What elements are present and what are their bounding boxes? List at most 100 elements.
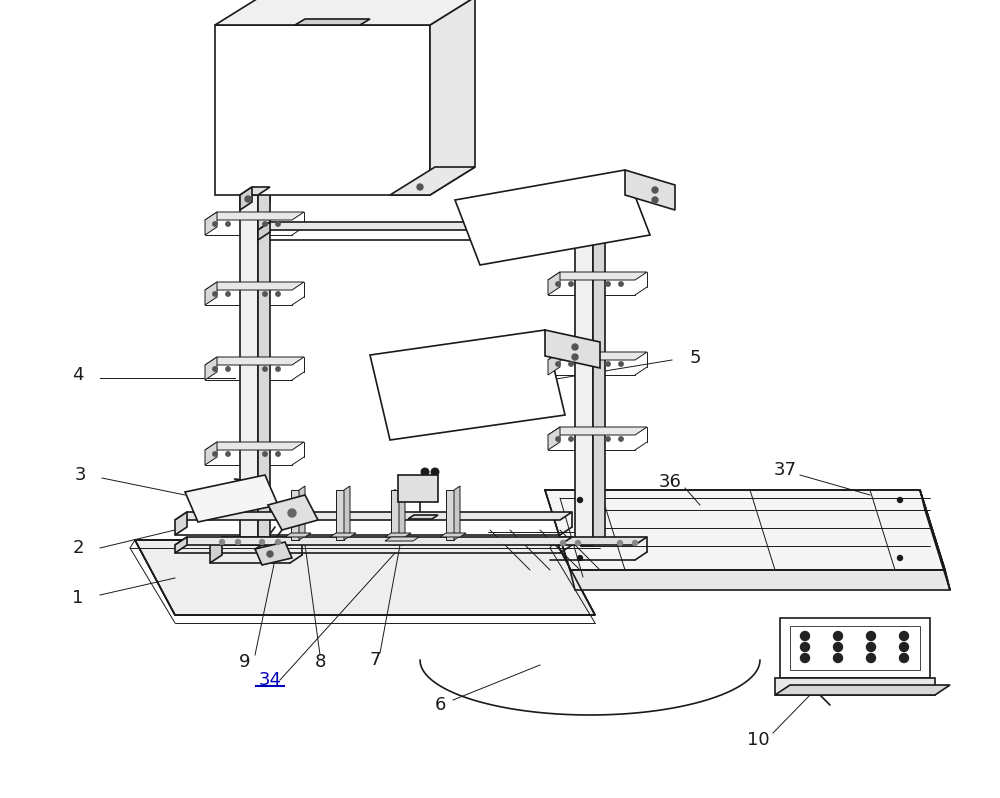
Polygon shape xyxy=(548,272,647,280)
Circle shape xyxy=(260,539,264,544)
Polygon shape xyxy=(175,512,572,520)
Circle shape xyxy=(834,642,842,651)
Polygon shape xyxy=(446,490,454,540)
Circle shape xyxy=(213,452,217,456)
Polygon shape xyxy=(205,357,217,380)
Polygon shape xyxy=(240,187,252,210)
Circle shape xyxy=(213,292,217,296)
Circle shape xyxy=(800,631,810,641)
Circle shape xyxy=(276,452,280,456)
Circle shape xyxy=(267,551,273,557)
Polygon shape xyxy=(455,170,650,265)
Polygon shape xyxy=(575,195,593,545)
Polygon shape xyxy=(408,515,438,519)
Polygon shape xyxy=(391,490,399,540)
Circle shape xyxy=(560,540,566,546)
Polygon shape xyxy=(550,537,647,545)
Circle shape xyxy=(226,452,230,456)
Circle shape xyxy=(606,282,610,286)
Polygon shape xyxy=(344,486,350,540)
Text: 8: 8 xyxy=(314,653,326,671)
Circle shape xyxy=(431,468,439,476)
Text: 3: 3 xyxy=(74,466,86,484)
Circle shape xyxy=(276,367,280,371)
Text: 5: 5 xyxy=(689,349,701,367)
Polygon shape xyxy=(285,533,311,537)
Polygon shape xyxy=(593,187,605,545)
Polygon shape xyxy=(330,533,356,537)
Polygon shape xyxy=(390,167,475,195)
Circle shape xyxy=(556,437,560,441)
Circle shape xyxy=(900,631,908,641)
Polygon shape xyxy=(215,25,430,195)
Polygon shape xyxy=(205,442,217,465)
Circle shape xyxy=(619,437,623,441)
Circle shape xyxy=(652,197,658,203)
Circle shape xyxy=(578,555,582,560)
Circle shape xyxy=(263,452,267,456)
Polygon shape xyxy=(240,170,270,178)
Circle shape xyxy=(569,361,573,366)
Polygon shape xyxy=(454,486,460,540)
Circle shape xyxy=(556,282,560,286)
Polygon shape xyxy=(135,540,595,615)
Polygon shape xyxy=(775,678,935,695)
Circle shape xyxy=(834,631,842,641)
Circle shape xyxy=(618,540,622,546)
Polygon shape xyxy=(215,0,475,25)
Polygon shape xyxy=(385,537,419,541)
Text: 37: 37 xyxy=(774,461,796,479)
Polygon shape xyxy=(920,490,950,590)
Polygon shape xyxy=(790,626,920,670)
Polygon shape xyxy=(205,282,304,290)
Polygon shape xyxy=(385,533,411,537)
Polygon shape xyxy=(548,427,647,435)
Text: 1: 1 xyxy=(72,589,84,607)
Polygon shape xyxy=(210,537,222,563)
Polygon shape xyxy=(175,537,187,553)
Circle shape xyxy=(572,354,578,360)
Circle shape xyxy=(417,184,423,190)
Polygon shape xyxy=(430,0,475,195)
Polygon shape xyxy=(336,490,344,540)
Polygon shape xyxy=(258,170,270,545)
Polygon shape xyxy=(291,490,299,540)
Polygon shape xyxy=(625,170,675,210)
Polygon shape xyxy=(399,486,405,540)
Circle shape xyxy=(898,497,902,503)
Polygon shape xyxy=(398,475,438,502)
Polygon shape xyxy=(255,542,292,565)
Circle shape xyxy=(900,642,908,651)
Text: 9: 9 xyxy=(239,653,251,671)
Circle shape xyxy=(866,631,876,641)
Circle shape xyxy=(405,479,425,499)
Text: 34: 34 xyxy=(258,671,282,689)
Polygon shape xyxy=(175,537,572,545)
Circle shape xyxy=(263,292,267,296)
Circle shape xyxy=(220,539,224,544)
Polygon shape xyxy=(258,222,587,230)
Circle shape xyxy=(226,367,230,371)
Polygon shape xyxy=(575,187,605,195)
Polygon shape xyxy=(205,282,217,305)
Circle shape xyxy=(226,292,230,296)
Circle shape xyxy=(633,540,638,546)
Circle shape xyxy=(898,555,902,560)
Polygon shape xyxy=(185,475,278,522)
Polygon shape xyxy=(205,442,304,450)
Circle shape xyxy=(606,361,610,366)
Circle shape xyxy=(276,292,280,296)
Circle shape xyxy=(213,222,217,226)
Text: 4: 4 xyxy=(72,366,84,384)
Polygon shape xyxy=(258,222,270,240)
Polygon shape xyxy=(548,352,560,375)
Circle shape xyxy=(236,539,240,544)
Circle shape xyxy=(288,509,296,517)
Polygon shape xyxy=(570,570,950,590)
Circle shape xyxy=(800,642,810,651)
Polygon shape xyxy=(440,533,466,537)
Circle shape xyxy=(263,222,267,226)
Polygon shape xyxy=(548,272,560,295)
Polygon shape xyxy=(205,212,217,235)
Polygon shape xyxy=(205,212,304,220)
